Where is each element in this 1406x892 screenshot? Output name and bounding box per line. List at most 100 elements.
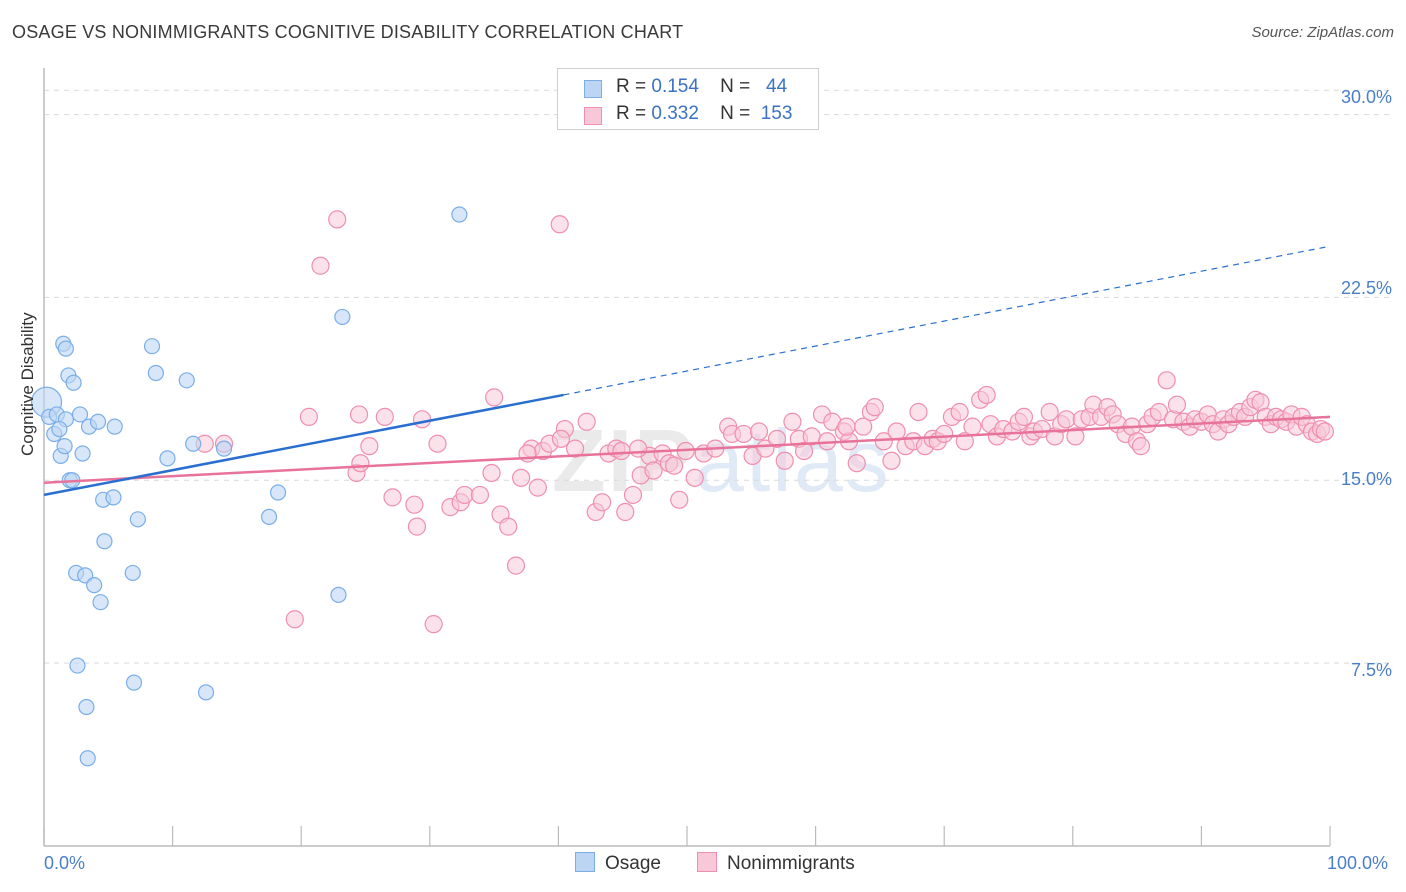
- stats-legend: R = 0.154 N = 44 R = 0.332 N = 153: [557, 68, 819, 130]
- nonimmigrants-point: [767, 429, 787, 448]
- nonimmigrants-point: [566, 439, 585, 458]
- nonimmigrants-point: [550, 215, 569, 234]
- osage-point: [125, 674, 143, 691]
- nonimmigrants-point: [405, 495, 424, 514]
- nonimmigrants-point: [383, 488, 402, 507]
- nonimmigrants-point: [407, 517, 427, 536]
- osage-point: [57, 340, 74, 357]
- osage-legend-label: Osage: [605, 853, 661, 874]
- nonimmigrants-point: [499, 517, 518, 536]
- nonimmigrants-point: [455, 485, 474, 505]
- nonimmigrants-point: [528, 478, 547, 497]
- osage-point: [260, 508, 278, 525]
- nonimmigrants-point: [349, 405, 369, 424]
- osage-point: [197, 684, 215, 701]
- nonimmigrants-point: [909, 402, 928, 422]
- nonimmigrants-point: [328, 210, 347, 229]
- nonimmigrants-point: [285, 610, 304, 629]
- nonimmigrants-point: [887, 422, 906, 441]
- osage-n-label: N =: [720, 76, 751, 97]
- y-tick-label-22-5: 22.5%: [1340, 278, 1392, 298]
- osage-n-value: 44: [766, 76, 788, 97]
- nonimmigrants-point: [424, 615, 443, 634]
- nonimmigrants-point: [485, 388, 504, 407]
- osage-point: [215, 440, 233, 457]
- nonimmigrants-point: [1149, 402, 1169, 422]
- nonimmigrants-point: [470, 485, 490, 505]
- x-tick-label-100: 100.0%: [1327, 853, 1389, 873]
- osage-point: [71, 406, 89, 423]
- osage-point: [79, 750, 96, 767]
- nonimmigrants-point: [351, 454, 370, 473]
- bottom-legend-nonimmigrants[interactable]: Nonimmigrants: [697, 852, 855, 875]
- osage-point: [269, 484, 287, 501]
- nonimmigrants-point: [1157, 371, 1176, 390]
- nonimmigrants-point: [612, 441, 631, 461]
- osage-point: [106, 418, 123, 435]
- nonimmigrants-point: [734, 424, 753, 444]
- osage-point: [56, 438, 73, 455]
- nonimmigrants-point: [1167, 395, 1187, 414]
- y-tick-label-15: 15.0%: [1340, 469, 1392, 489]
- osage-point: [178, 372, 195, 389]
- nonimmigrants-point: [428, 434, 447, 453]
- bottom-legend-osage[interactable]: Osage: [575, 852, 661, 875]
- nonimmigrants-point: [670, 490, 689, 509]
- nonimmigrants-point: [963, 417, 982, 436]
- osage-r-label: R =: [616, 76, 647, 97]
- osage-point: [69, 657, 86, 674]
- osage-point: [334, 308, 351, 326]
- nonimmigrants-point: [935, 424, 954, 444]
- osage-point: [78, 698, 95, 716]
- nonimmigrants-point: [749, 422, 769, 441]
- x-tick-label-0: 0.0%: [44, 853, 86, 873]
- nonimmigrants-point: [623, 485, 643, 505]
- nonimmigrants-point: [1057, 410, 1076, 429]
- osage-point: [92, 594, 109, 611]
- nonimmigrants-point: [506, 556, 526, 575]
- osage-point: [185, 435, 202, 452]
- nonimmigrants-point: [685, 468, 704, 487]
- osage-point: [105, 489, 122, 506]
- nonimmigrants-point: [629, 439, 648, 458]
- osage-point: [51, 420, 68, 438]
- source-label: Source: ZipAtlas.com: [1251, 24, 1394, 41]
- osage-point: [129, 511, 146, 528]
- nonimmigrants-point: [299, 407, 319, 426]
- nonimmigrants-point: [644, 461, 663, 480]
- osage-point: [86, 577, 103, 594]
- nonimmigrants-point: [1315, 422, 1334, 441]
- osage-point: [74, 445, 91, 462]
- nonimmigrants-point: [847, 454, 866, 473]
- nonimmigrants-point: [1066, 427, 1085, 446]
- osage-point: [124, 564, 141, 582]
- osage-point: [159, 450, 176, 467]
- osage-point: [451, 206, 468, 223]
- osage-point: [330, 586, 347, 603]
- nonimmigrants-point: [950, 402, 969, 422]
- nonimmigrants-point: [512, 468, 531, 487]
- nonimmigrants-point: [794, 441, 814, 461]
- nonimmigrants-point: [665, 456, 684, 475]
- osage-point: [89, 413, 107, 430]
- nonimmigrants-legend-swatch: [697, 852, 717, 872]
- osage-r-value: 0.154: [651, 76, 699, 97]
- nonimmigrants-point: [593, 493, 612, 512]
- nonimmigrants-point: [1040, 402, 1059, 422]
- y-axis-label: Cognitive Disability: [18, 312, 37, 456]
- nonimmigrants-point: [882, 451, 901, 470]
- nonimmigrants-n-value: 153: [760, 103, 793, 124]
- nonimmigrants-point: [412, 410, 432, 429]
- nonimmigrants-point: [837, 417, 856, 436]
- chart-title: OSAGE VS NONIMMIGRANTS COGNITIVE DISABIL…: [12, 22, 684, 42]
- osage-trend-extension: [563, 245, 1331, 396]
- nonimmigrants-point: [616, 502, 635, 522]
- nonimmigrants-trend-line: [43, 415, 1331, 484]
- osage-swatch: [584, 80, 602, 98]
- nonimmigrants-legend-label: Nonimmigrants: [727, 853, 855, 874]
- osage-point: [147, 364, 164, 382]
- nonimmigrants-point: [360, 437, 379, 456]
- nonimmigrants-point: [977, 385, 996, 405]
- nonimmigrants-r-label: R =: [616, 103, 647, 124]
